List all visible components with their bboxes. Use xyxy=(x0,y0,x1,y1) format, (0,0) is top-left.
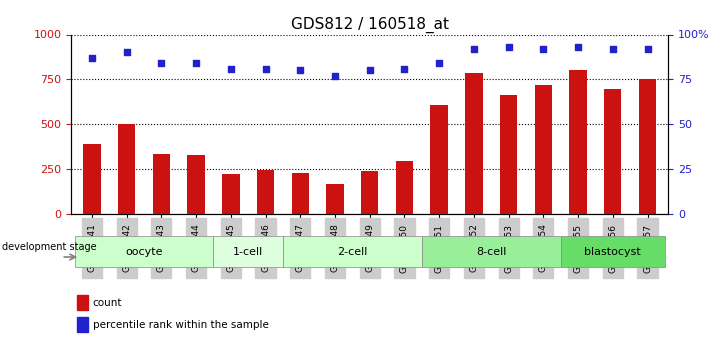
Bar xyxy=(118,124,135,214)
Bar xyxy=(570,70,587,214)
Bar xyxy=(535,85,552,214)
Bar xyxy=(188,155,205,214)
Bar xyxy=(430,105,448,214)
Text: 8-cell: 8-cell xyxy=(476,247,506,257)
Text: 1-cell: 1-cell xyxy=(233,247,263,257)
FancyBboxPatch shape xyxy=(213,236,283,267)
Bar xyxy=(257,170,274,214)
Point xyxy=(572,44,584,50)
Bar xyxy=(638,79,656,214)
Text: blastocyst: blastocyst xyxy=(584,247,641,257)
Point xyxy=(434,60,445,66)
Point xyxy=(260,66,271,71)
Bar xyxy=(153,154,170,214)
Point xyxy=(225,66,237,71)
FancyBboxPatch shape xyxy=(422,236,561,267)
Point xyxy=(469,46,480,52)
Point xyxy=(294,68,306,73)
Bar xyxy=(361,171,378,214)
Bar xyxy=(222,175,240,214)
FancyBboxPatch shape xyxy=(75,236,213,267)
Bar xyxy=(77,317,88,332)
Bar xyxy=(83,144,101,214)
Point xyxy=(329,73,341,79)
Point xyxy=(191,60,202,66)
Bar xyxy=(292,172,309,214)
Text: percentile rank within the sample: percentile rank within the sample xyxy=(93,320,269,330)
Point xyxy=(538,46,549,52)
Point xyxy=(121,50,132,55)
Point xyxy=(399,66,410,71)
Bar xyxy=(604,89,621,214)
Text: development stage: development stage xyxy=(1,242,96,252)
Point xyxy=(607,46,619,52)
Point xyxy=(642,46,653,52)
Title: GDS812 / 160518_at: GDS812 / 160518_at xyxy=(291,17,449,33)
Text: 2-cell: 2-cell xyxy=(337,247,368,257)
Bar xyxy=(396,161,413,214)
Bar xyxy=(500,95,518,214)
Bar xyxy=(77,295,88,310)
Point xyxy=(503,44,514,50)
FancyBboxPatch shape xyxy=(283,236,422,267)
Point xyxy=(86,55,97,61)
FancyBboxPatch shape xyxy=(561,236,665,267)
Bar xyxy=(465,73,483,214)
Bar xyxy=(326,184,343,214)
Point xyxy=(156,60,167,66)
Point xyxy=(364,68,375,73)
Text: oocyte: oocyte xyxy=(125,247,163,257)
Text: count: count xyxy=(93,298,122,308)
